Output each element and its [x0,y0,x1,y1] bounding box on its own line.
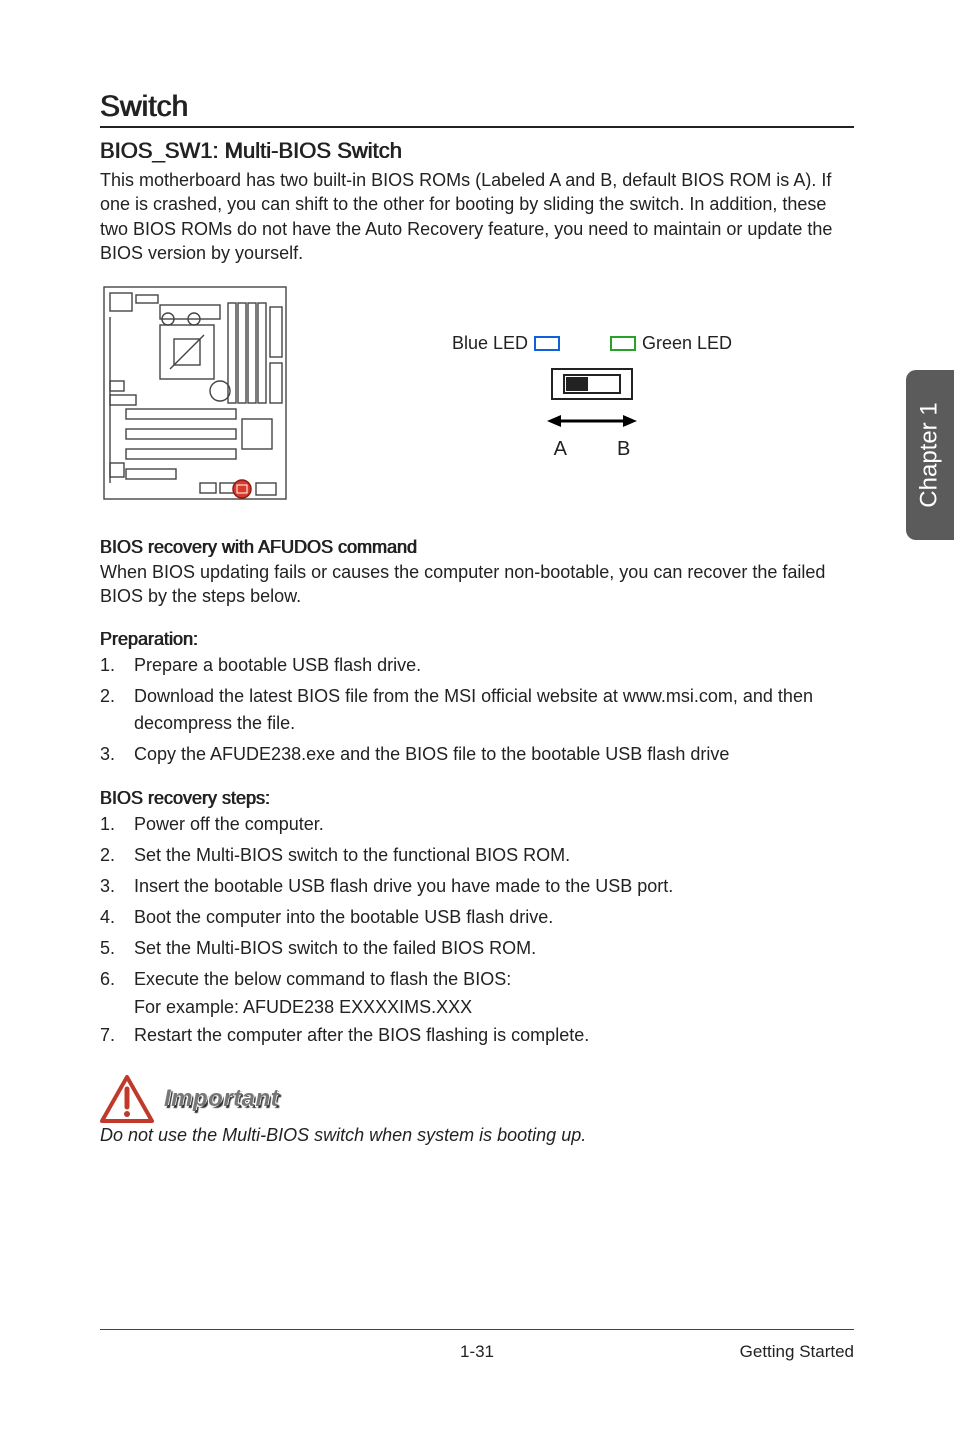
chapter-tab: Chapter 1 [906,370,954,540]
switch-location-marker [233,480,251,498]
important-block: Important [100,1075,854,1123]
switch-knob [566,377,588,391]
footer-rule [100,1329,854,1330]
blue-led-swatch [534,336,560,351]
recovery-text: When BIOS updating fails or causes the c… [100,560,854,609]
section-title: Switch [100,90,854,124]
list-item: Insert the bootable USB flash drive you … [100,873,854,900]
steps-list-cont: Restart the computer after the BIOS flas… [100,1022,854,1049]
blue-led-label: Blue LED [452,333,560,354]
warning-icon [100,1075,154,1123]
list-item: Execute the below command to flash the B… [100,966,854,993]
subsection-title: BIOS_SW1: Multi-BIOS Switch [100,138,854,164]
switch-outline [551,368,633,400]
blue-led-text: Blue LED [452,333,528,354]
recovery-heading: BIOS recovery with AFUDOS command [100,537,854,558]
motherboard-diagram [100,283,290,503]
list-item: Power off the computer. [100,811,854,838]
important-label: Important [164,1085,279,1113]
green-led-swatch [610,336,636,351]
list-item: Prepare a bootable USB flash drive. [100,652,854,679]
switch-arrow [330,411,854,436]
switch-pos-b: B [617,438,630,461]
steps-heading: BIOS recovery steps: [100,788,854,809]
list-item: Copy the AFUDE238.exe and the BIOS file … [100,741,854,768]
switch-pos-a: A [554,438,567,461]
page-footer: Getting Started 1-31 [100,1329,854,1362]
list-item: Boot the computer into the bootable USB … [100,904,854,931]
preparation-list: Prepare a bootable USB flash drive. Down… [100,652,854,768]
footer-page-number: 1-31 [100,1342,854,1362]
switch-slider [563,374,621,394]
green-led-text: Green LED [642,333,732,354]
figure-row: Blue LED Green LED [100,283,854,503]
list-item: Set the Multi-BIOS switch to the failed … [100,935,854,962]
steps-list: Power off the computer. Set the Multi-BI… [100,811,854,993]
steps-example: For example: AFUDE238 EXXXXIMS.XXX [100,997,854,1018]
list-item: Download the latest BIOS file from the M… [100,683,854,737]
intro-paragraph: This motherboard has two built-in BIOS R… [100,168,854,265]
switch-figure: Blue LED Green LED [330,283,854,461]
list-item: Set the Multi-BIOS switch to the functio… [100,842,854,869]
preparation-heading: Preparation: [100,629,854,650]
important-note: Do not use the Multi-BIOS switch when sy… [100,1125,854,1146]
section-rule [100,126,854,128]
green-led-label: Green LED [610,333,732,354]
list-item: Restart the computer after the BIOS flas… [100,1022,854,1049]
chapter-tab-label: Chapter 1 [916,402,944,507]
